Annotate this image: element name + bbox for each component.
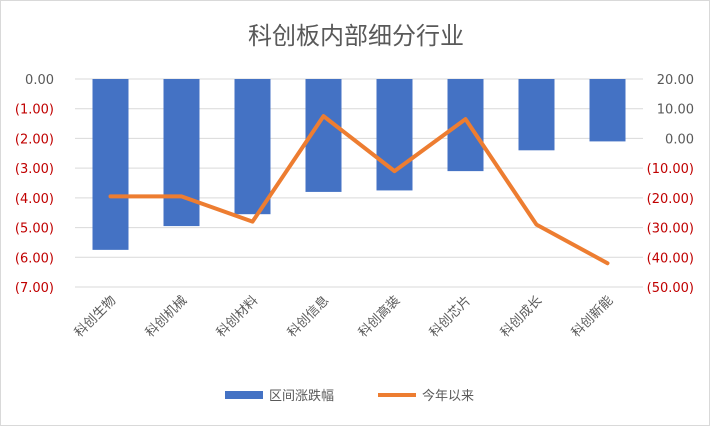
category-label: 科创成长 xyxy=(498,293,545,340)
category-label: 科创芯片 xyxy=(427,293,474,340)
legend-line-label: 今年以来 xyxy=(422,388,474,404)
right-tick-label: 0.00 xyxy=(665,132,694,147)
right-tick-label: 10.00 xyxy=(657,103,694,118)
bar-series xyxy=(93,79,626,250)
right-tick-label: (40.00) xyxy=(647,251,694,266)
right-axis: 20.00 10.00 0.00 (10.00) (20.00) (30.00) (40.0… xyxy=(647,73,694,296)
bar xyxy=(235,79,271,214)
left-tick-label: (6.00) xyxy=(15,251,54,266)
left-tick-label: (3.00) xyxy=(15,162,54,177)
left-tick-label: (4.00) xyxy=(15,192,54,207)
left-tick-label: (1.00) xyxy=(15,103,54,118)
legend-bar-label: 区间涨跌幅 xyxy=(269,388,334,404)
category-label: 科创信息 xyxy=(284,293,332,341)
right-tick-label: (20.00) xyxy=(647,192,694,207)
right-tick-label: (30.00) xyxy=(647,222,694,237)
category-label: 科创高装 xyxy=(355,293,403,341)
right-tick-label: 20.00 xyxy=(657,73,694,88)
bar xyxy=(448,79,484,171)
right-tick-label: (50.00) xyxy=(647,281,694,296)
left-tick-label: (2.00) xyxy=(15,132,54,147)
category-label: 科创材料 xyxy=(214,293,261,340)
bar xyxy=(377,79,413,190)
chart-title: 科创板内部细分行业 xyxy=(248,22,464,50)
category-label: 科创新能 xyxy=(568,293,616,341)
bar xyxy=(93,79,129,250)
left-tick-label: (5.00) xyxy=(15,222,54,237)
bar xyxy=(519,79,555,150)
right-tick-label: (10.00) xyxy=(647,162,694,177)
gridlines xyxy=(75,79,643,287)
bar xyxy=(164,79,200,226)
bar xyxy=(590,79,626,141)
category-label: 科创机械 xyxy=(143,293,190,340)
legend: 区间涨跌幅 今年以来 xyxy=(225,388,474,404)
left-tick-label: 0.00 xyxy=(25,73,54,88)
category-axis: 科创生物科创机械科创材料科创信息科创高装科创芯片科创成长科创新能 xyxy=(72,293,616,341)
legend-bar-swatch xyxy=(225,391,263,399)
left-axis: 0.00 (1.00) (2.00) (3.00) (4.00) (5.00) (6.00)… xyxy=(15,73,54,296)
category-label: 科创生物 xyxy=(72,293,119,340)
left-tick-label: (7.00) xyxy=(15,281,54,296)
